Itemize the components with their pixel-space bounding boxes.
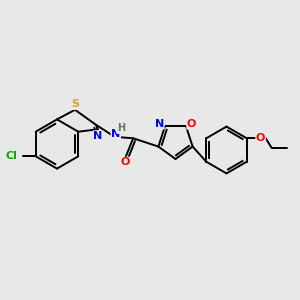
Text: O: O <box>187 119 196 129</box>
Text: N: N <box>155 119 164 129</box>
Text: Cl: Cl <box>6 151 18 161</box>
Text: H: H <box>117 123 125 134</box>
Text: S: S <box>71 99 79 110</box>
Text: O: O <box>120 157 130 167</box>
Text: O: O <box>256 133 265 143</box>
Text: N: N <box>94 131 103 141</box>
Text: N: N <box>111 129 120 140</box>
